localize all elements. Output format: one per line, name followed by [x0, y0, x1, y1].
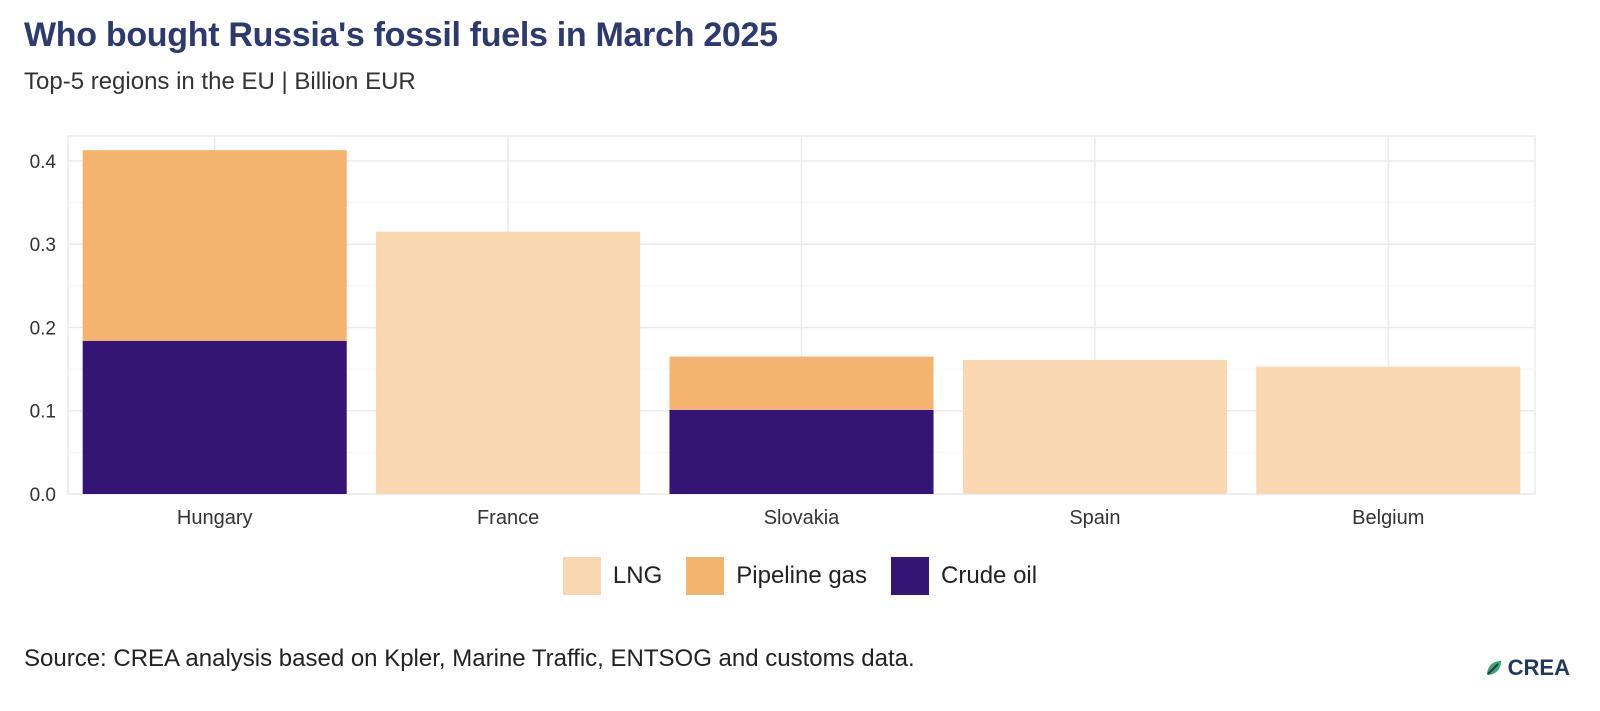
legend-swatch-pipeline-gas	[686, 557, 725, 595]
legend: LNG Pipeline gas Crude oil	[0, 557, 1600, 595]
y-tick-label: 0.4	[30, 152, 57, 173]
source-note: Source: CREA analysis based on Kpler, Ma…	[24, 645, 915, 672]
x-tick-label: Belgium	[1352, 507, 1424, 529]
chart-subtitle: Top-5 regions in the EU | Billion EUR	[24, 68, 416, 95]
y-tick-label: 0.0	[30, 485, 56, 506]
logo-text: CREA	[1507, 655, 1570, 680]
legend-item-pipeline-gas: Pipeline gas	[686, 557, 867, 595]
x-tick-label: Slovakia	[764, 507, 840, 529]
crea-logo: CREA	[1484, 655, 1570, 681]
legend-item-crude-oil: Crude oil	[891, 557, 1037, 595]
y-tick-label: 0.1	[30, 402, 56, 423]
legend-swatch-lng	[562, 557, 601, 595]
bar-lng-spain	[962, 359, 1227, 494]
legend-item-lng: LNG	[562, 557, 663, 595]
bar-pipeline-gas-slovakia	[669, 356, 934, 410]
legend-label-crude-oil: Crude oil	[941, 562, 1038, 589]
x-tick-label: France	[477, 507, 539, 529]
legend-swatch-crude-oil	[891, 557, 930, 595]
chart-title: Who bought Russia's fossil fuels in Marc…	[24, 16, 778, 54]
bar-crude-oil-hungary	[82, 340, 347, 494]
x-tick-label: Spain	[1069, 507, 1120, 529]
x-tick-label: Hungary	[177, 507, 253, 529]
bar-lng-france	[376, 231, 641, 494]
leaf-icon	[1486, 661, 1501, 675]
bar-crude-oil-slovakia	[669, 409, 934, 494]
bar-layer	[82, 150, 1521, 494]
y-tick-label: 0.3	[30, 235, 56, 256]
bar-lng-belgium	[1256, 366, 1521, 494]
legend-label-pipeline-gas: Pipeline gas	[736, 562, 868, 589]
legend-label-lng: LNG	[612, 562, 663, 589]
bar-pipeline-gas-hungary	[82, 150, 347, 341]
axis-layer: 0.0 0.1 0.2 0.3 0.4 Hungary France Slovakia Spai…	[30, 152, 1425, 529]
y-tick-label: 0.2	[30, 318, 56, 339]
